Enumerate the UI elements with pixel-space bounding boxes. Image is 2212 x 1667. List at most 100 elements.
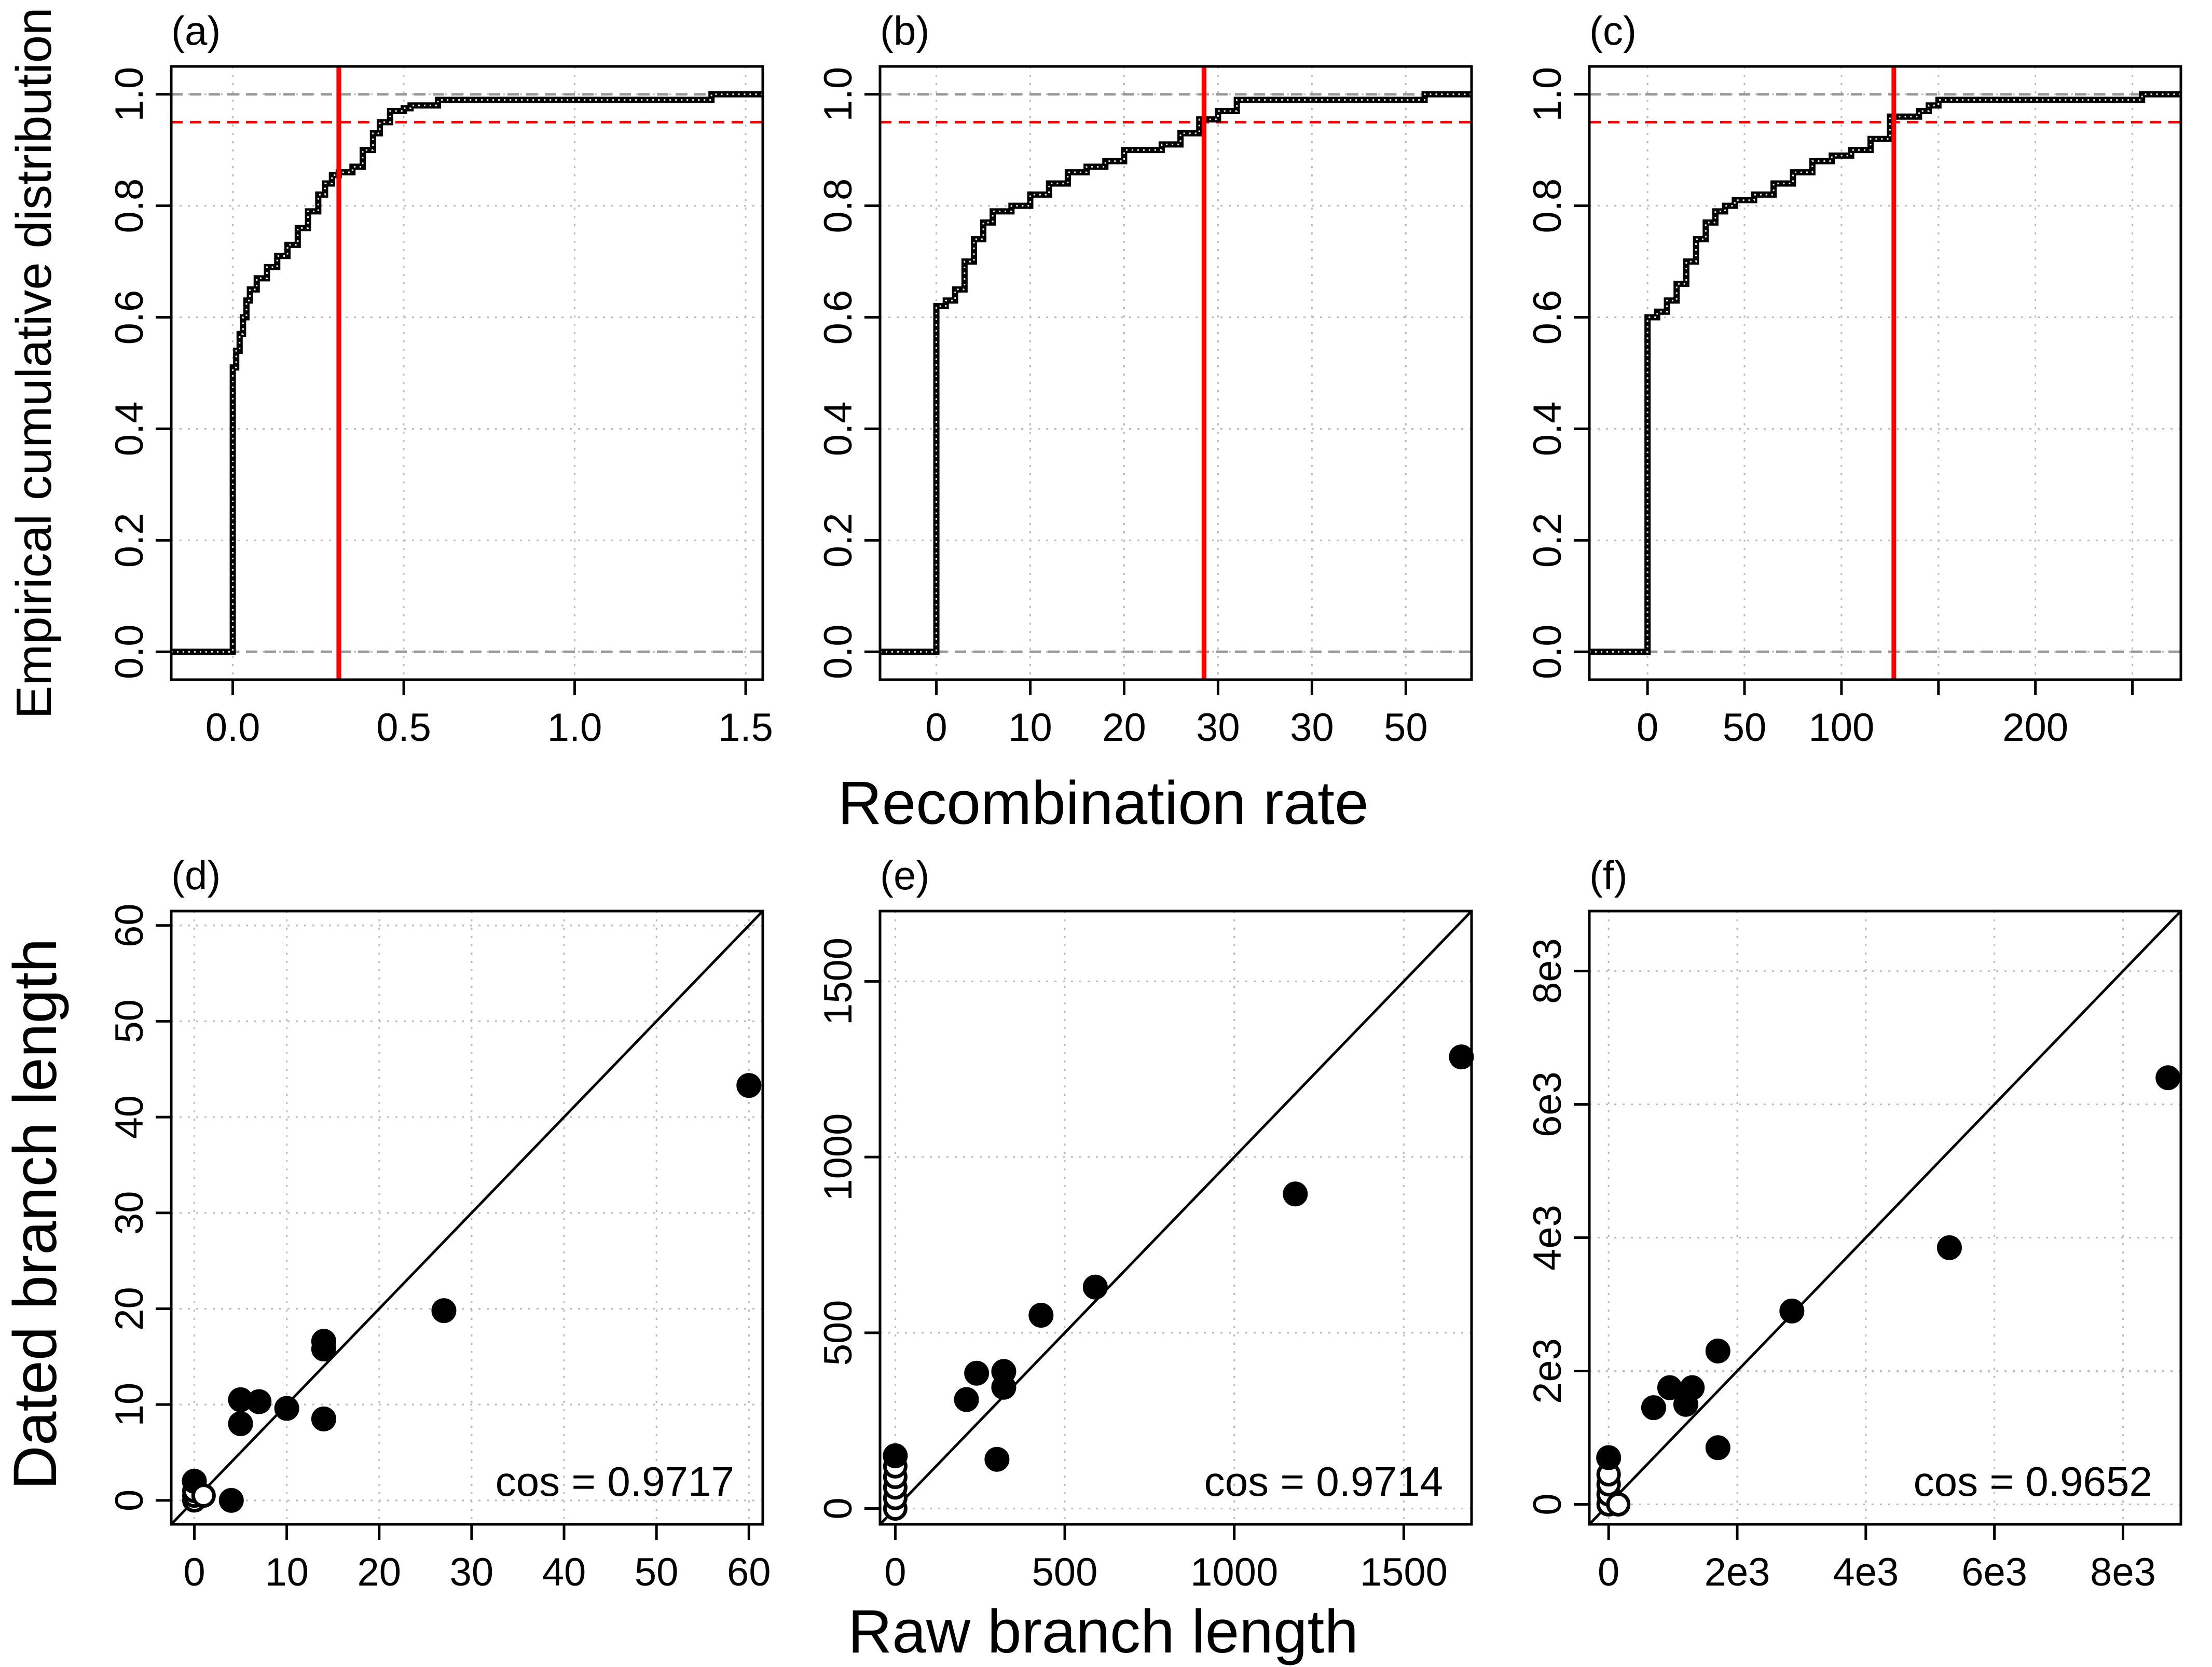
data-point	[1028, 1302, 1054, 1328]
panel-a-ecdf: 0.0 0.5 1.0 1.5 0.0 0.2 0.4 0.6 0.8 1.0 (a)	[107, 8, 773, 750]
plot-frame	[170, 65, 764, 681]
y-tick-label: 1500	[816, 938, 860, 1025]
y-tick-label: 50	[107, 999, 152, 1043]
identity-line	[1588, 910, 2182, 1525]
y-tick-label: 0	[107, 1490, 152, 1511]
x-tick-label: 30	[1290, 706, 1334, 750]
x-tick-label: 50	[1723, 706, 1767, 750]
data-point	[1680, 1375, 1705, 1400]
data-point	[1705, 1338, 1730, 1363]
data-point	[1596, 1445, 1622, 1470]
y-tick-label: 0.0	[107, 624, 152, 679]
x-tick-label: 30	[1196, 706, 1240, 750]
data-point	[883, 1443, 908, 1468]
x-tick-label: 50	[1384, 706, 1428, 750]
cosine-annotation: cos = 0.9652	[1914, 1458, 2152, 1505]
cosine-annotation: cos = 0.9717	[496, 1458, 734, 1505]
data-point	[991, 1359, 1016, 1384]
y-tick-label: 20	[107, 1287, 152, 1331]
y-tick-label: 0.4	[107, 402, 152, 457]
x-tick-label: 20	[358, 1550, 402, 1594]
x-tick-label: 200	[2002, 706, 2068, 750]
x-tick-label: 20	[1102, 706, 1146, 750]
x-tick-label: 100	[1808, 706, 1874, 750]
ecdf-step-curve	[880, 91, 1472, 655]
y-tick-label: 1.0	[107, 67, 152, 122]
data-point	[736, 1073, 762, 1098]
y-tick-label: 60	[107, 903, 152, 947]
y-tick-label: 0.6	[1526, 290, 1570, 345]
data-point	[1936, 1235, 1962, 1260]
x-tick-label: 1000	[1190, 1550, 1278, 1594]
data-point-open	[1606, 1492, 1631, 1517]
y-tick-label: 0	[1526, 1493, 1570, 1515]
panel-c-ecdf: 0 50 100 200 0.0 0.2 0.4 0.6 0.8 1.0 (c)	[1526, 8, 2182, 750]
panel-b-ecdf: 0 10 20 30 30 50 0.0 0.2 0.4 0.6 0.8 1.0 (b)	[816, 8, 1473, 750]
data-point	[228, 1411, 253, 1437]
panel-letter: (c)	[1589, 8, 1637, 53]
y-tick-label: 0.2	[816, 513, 860, 568]
x-tick-label: 8e3	[2090, 1550, 2156, 1594]
plot-frame	[878, 910, 1473, 1526]
y-tick-label: 0.0	[1526, 624, 1570, 679]
x-tick-label: 50	[635, 1550, 679, 1594]
panel-f-scatter: cos = 0.9652 0 2e3 4e3 6e3 8e3 0 2e3 4e3 6e3 8e3 (f…	[1526, 852, 2182, 1594]
plot-frame	[878, 65, 1473, 681]
x-tick-label: 0	[183, 1550, 205, 1594]
y-tick-label: 1.0	[1526, 67, 1570, 122]
ecdf-step-points	[171, 93, 763, 653]
y-tick-label: 0.2	[107, 513, 152, 568]
y-tick-label: 40	[107, 1095, 152, 1139]
data-point	[1705, 1435, 1730, 1461]
data-point	[1082, 1274, 1108, 1300]
data-point	[1449, 1044, 1474, 1070]
data-point	[1283, 1181, 1308, 1207]
plot-frame	[1588, 65, 2182, 681]
plot-frame	[1588, 910, 2182, 1526]
y-tick-label: 500	[816, 1300, 860, 1366]
panel-letter: (f)	[1589, 852, 1628, 898]
data-point	[218, 1487, 244, 1513]
y-tick-label: 0	[816, 1497, 860, 1519]
x-tick-label: 500	[1032, 1550, 1098, 1594]
identity-line	[879, 910, 1473, 1525]
data-point	[246, 1389, 272, 1414]
y-tick-label: 6e3	[1526, 1071, 1570, 1137]
data-point	[964, 1360, 990, 1386]
data-point	[311, 1329, 336, 1354]
y-tick-label: 0.4	[816, 402, 860, 457]
data-point-open	[191, 1483, 216, 1508]
y-tick-label: 1.0	[816, 67, 860, 122]
x-tick-label: 60	[727, 1550, 771, 1594]
data-point	[431, 1298, 457, 1324]
y-tick-label: 1000	[816, 1113, 860, 1201]
ecdf-x-axis-title: Recombination rate	[837, 769, 1368, 837]
y-tick-label: 0.2	[1526, 513, 1570, 568]
data-point	[1641, 1395, 1666, 1421]
identity-line	[170, 910, 764, 1525]
x-tick-label: 0	[1637, 706, 1658, 750]
data-point	[1779, 1298, 1805, 1324]
scatter-y-axis-title: Dated branch length	[1, 939, 70, 1490]
x-tick-label: 1.0	[547, 706, 602, 750]
data-point	[984, 1446, 1010, 1472]
ecdf-step-points	[1589, 93, 2181, 653]
data-point	[274, 1396, 299, 1421]
panel-letter: (a)	[171, 8, 221, 53]
x-tick-label: 10	[265, 1550, 309, 1594]
data-point	[954, 1387, 979, 1412]
x-tick-label: 0	[884, 1550, 906, 1594]
y-tick-label: 0.8	[1526, 178, 1570, 233]
y-tick-label: 0.6	[816, 290, 860, 345]
panel-letter: (e)	[880, 852, 929, 898]
x-tick-label: 0.5	[376, 706, 431, 750]
cosine-annotation: cos = 0.9714	[1204, 1458, 1443, 1505]
y-tick-label: 10	[107, 1383, 152, 1427]
y-tick-label: 0.8	[816, 178, 860, 233]
data-point	[2155, 1065, 2181, 1091]
ecdf-y-axis-title: Empirical cumulative distribution	[6, 7, 62, 719]
x-tick-label: 6e3	[1961, 1550, 2027, 1594]
y-tick-label: 0.0	[816, 624, 860, 679]
y-tick-label: 0.6	[107, 290, 152, 345]
